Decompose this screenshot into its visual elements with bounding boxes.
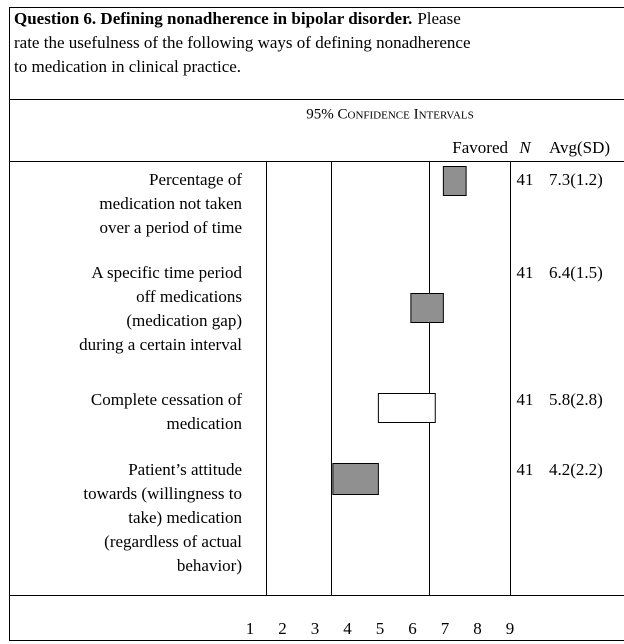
axis-title: 95% Confidence Intervals [306, 106, 473, 122]
avg-sd: 7.3(1.2) [549, 170, 603, 189]
description: to medication in clinical practice. [14, 57, 241, 76]
row-label: behavior) [177, 556, 242, 575]
row-label: take) medication [128, 508, 242, 527]
row-label: Percentage of [149, 170, 242, 189]
n-value: 41 [517, 460, 534, 479]
row-label: A specific time period [91, 263, 242, 282]
column-header: N [518, 138, 532, 157]
x-tick-label: 1 [246, 619, 255, 638]
row-label: Complete cessation of [91, 390, 242, 409]
row-label: Patient’s attitude [128, 460, 242, 479]
n-value: 41 [517, 263, 534, 282]
interval-bar [442, 166, 467, 196]
row-label: medication [166, 414, 242, 433]
row-label: medication not taken [99, 194, 242, 213]
column-header: Avg(SD) [549, 138, 610, 157]
x-tick-label: 4 [343, 619, 352, 638]
description: rate the usefulness of the following way… [14, 33, 471, 52]
x-tick-label: 8 [473, 619, 482, 638]
x-tick-label: 5 [376, 619, 385, 638]
avg-sd: 5.8(2.8) [549, 390, 603, 409]
x-tick-label: 2 [278, 619, 287, 638]
avg-sd: 4.2(2.2) [549, 460, 603, 479]
row-label: over a period of time [99, 218, 242, 237]
row-label: (regardless of actual [104, 532, 242, 551]
x-tick-label: 6 [408, 619, 417, 638]
x-tick-label: 7 [441, 619, 450, 638]
row-label: towards (willingness to [83, 484, 242, 503]
n-value: 41 [517, 390, 534, 409]
interval-bar [377, 393, 436, 423]
row-label: during a certain interval [79, 335, 242, 354]
description: Please [417, 9, 460, 28]
x-tick-label: 3 [311, 619, 320, 638]
column-header: Favored [452, 138, 508, 157]
row-label: off medications [136, 287, 242, 306]
row-label: (medication gap) [126, 311, 242, 330]
n-value: 41 [517, 170, 534, 189]
interval-bar [410, 293, 444, 323]
avg-sd: 6.4(1.5) [549, 263, 603, 282]
interval-bar [332, 463, 379, 495]
title: Question 6. Defining nonadherence in bip… [14, 9, 412, 28]
x-tick-label: 9 [506, 619, 515, 638]
frame [9, 7, 624, 641]
